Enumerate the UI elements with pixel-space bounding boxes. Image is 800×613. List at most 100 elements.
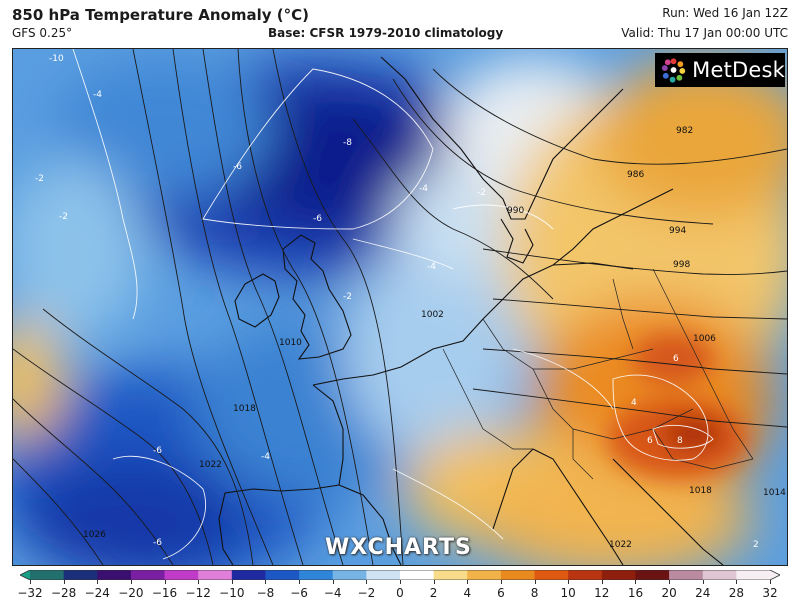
colorbar-tickmark (669, 580, 671, 584)
colorbar-tickmark (433, 580, 435, 584)
isobar-label: 1022 (199, 460, 222, 470)
anomaly-label: 6 (673, 354, 679, 364)
colorbar-segment (400, 570, 435, 580)
colorbar-tickmark (400, 580, 401, 584)
anomaly-label: -2 (477, 188, 486, 198)
colorbar-tick-label: −12 (185, 586, 211, 600)
colorbar-tickmark (30, 580, 31, 584)
colorbar-tick-label: 12 (594, 586, 610, 600)
colorbar-tickmark (198, 580, 200, 584)
isobar-label: 998 (673, 260, 690, 270)
colorbar-segment (433, 570, 468, 580)
anomaly-label: -4 (427, 262, 436, 272)
colorbar-tickmark (635, 580, 637, 584)
colorbar-segment (332, 570, 367, 580)
colorbar-segment (63, 570, 98, 580)
isobar-label: 982 (676, 126, 693, 136)
colorbar-tickmark (97, 580, 99, 584)
colorbar-segments (20, 570, 780, 580)
isobar-label: 986 (627, 170, 644, 180)
isobar-label: 990 (507, 206, 524, 216)
isobar-label: 1018 (233, 404, 256, 414)
colorbar-tick-label: −20 (118, 586, 144, 600)
anomaly-label: -2 (35, 174, 44, 184)
colorbar-segment (500, 570, 536, 580)
colorbar-tick-label: −28 (50, 586, 77, 600)
colorbar-segment (97, 570, 132, 580)
wxcharts-watermark: WXCHARTS (325, 535, 472, 560)
anomaly-label: -6 (153, 538, 162, 548)
colorbar-tickmark (63, 580, 65, 584)
colorbar-segment (231, 570, 266, 580)
anomaly-labels: -4 -2 -2 -4 -6 -8 -6 -4 -6 -6 -4 -2 -2 -… (35, 54, 759, 550)
colorbar-arrow-left (20, 570, 30, 580)
anomaly-label: 4 (631, 398, 637, 408)
colorbar-tickmark (500, 580, 502, 584)
colorbar-tick-label: 6 (497, 586, 505, 600)
colorbar-tick-label: 10 (560, 586, 576, 600)
anomaly-label: -4 (261, 452, 270, 462)
colorbar-tickmark (366, 580, 368, 584)
colorbar-tickmark (299, 580, 301, 584)
anomaly-label: -2 (343, 292, 352, 302)
anomaly-label: -8 (343, 138, 352, 148)
anomaly-label: 8 (677, 436, 683, 446)
metdesk-logo-icon (661, 58, 686, 83)
anomaly-map: 982 986 990 994 998 1002 1006 1010 1018 … (12, 48, 788, 566)
country-borders (442, 268, 754, 480)
colorbar-tick-label: 16 (627, 586, 644, 600)
colorbar-segment (601, 570, 636, 580)
colorbar-tick-label: −32 (17, 586, 43, 600)
isobar-label: 1002 (421, 310, 444, 320)
chart-title: 850 hPa Temperature Anomaly (°C) (12, 6, 309, 24)
colorbar-segment (164, 570, 199, 580)
anomaly-label: -6 (313, 214, 322, 224)
colorbar-tickmark (568, 580, 570, 584)
colorbar-tick-label: −24 (84, 586, 110, 600)
colorbar-tickmark (467, 580, 469, 584)
anomaly-label: 6 (647, 436, 653, 446)
colorbar-tick-label: 2 (429, 586, 438, 600)
isobar-label: 1018 (689, 486, 712, 496)
anomaly-label: -10 (49, 54, 64, 64)
colorbar-tick-label: 4 (463, 586, 472, 600)
anomaly-label: -6 (233, 162, 242, 172)
colorbar-segment (299, 570, 334, 580)
colorbar-tickmark (702, 580, 704, 584)
colorbar-tickmark (601, 580, 603, 584)
colorbar-tickmark (736, 580, 738, 584)
isobar-label: 1010 (279, 338, 302, 348)
isobar-label: 1022 (609, 540, 632, 550)
isobar-label: 1006 (693, 334, 716, 344)
colorbar-segment (30, 570, 65, 580)
anomaly-label: 2 (753, 540, 759, 550)
colorbar-tick-label: 24 (695, 586, 711, 600)
colorbar-arrow-right (770, 570, 780, 580)
run-time-label: Run: Wed 16 Jan 12Z (662, 6, 788, 20)
colorbar-segment (198, 570, 233, 580)
coastlines (218, 56, 724, 565)
anomaly-label: -4 (419, 184, 428, 194)
colorbar-tick-label: −16 (151, 586, 178, 600)
colorbar-segment (130, 570, 166, 580)
colorbar-tickmark (534, 580, 536, 584)
colorbar-segment (265, 570, 300, 580)
colorbar-tickmark (332, 580, 334, 584)
colorbar-segment (635, 570, 670, 580)
colorbar-segment (568, 570, 603, 580)
colorbar-segment (534, 570, 569, 580)
climatology-base-label: Base: CFSR 1979-2010 climatology (268, 26, 504, 40)
colorbar-tick-label: −6 (290, 586, 308, 600)
warm-core-hungary (608, 334, 748, 479)
colorbar-tick-label: −10 (219, 586, 245, 600)
colorbar-tickmark (265, 580, 267, 584)
colorbar-tick-label: −4 (323, 586, 342, 600)
colorbar-tickmark (130, 580, 132, 584)
colorbar-tickmark (770, 580, 771, 584)
colorbar-tick-label: 32 (762, 586, 778, 600)
chart-header: 850 hPa Temperature Anomaly (°C) GFS 0.2… (0, 0, 800, 48)
colorbar-tick-label: 0 (396, 586, 404, 600)
colorbar-tickmark (164, 580, 166, 584)
colorbar-tick-label: 28 (728, 586, 744, 600)
metdesk-brand: MetDesk (655, 53, 785, 87)
